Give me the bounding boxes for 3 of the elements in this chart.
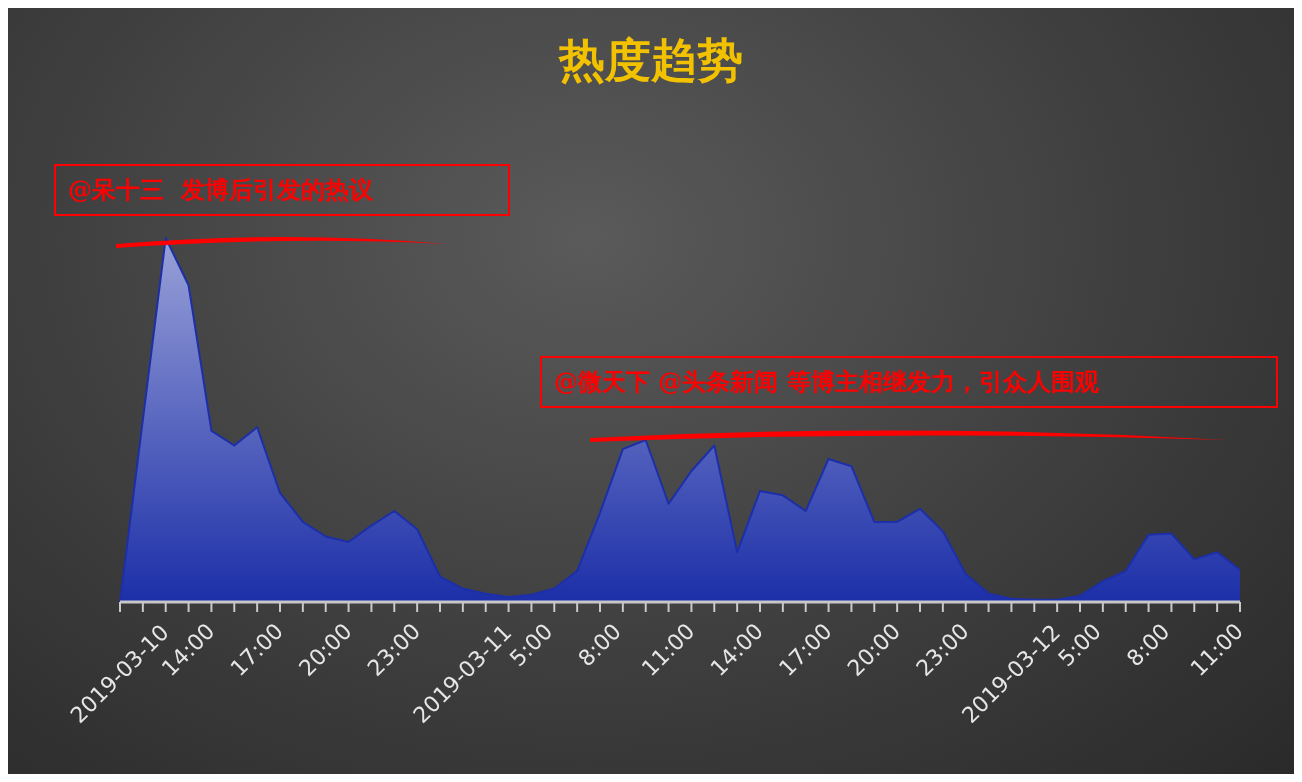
text: @呆十三 发博后引发的热议 (54, 164, 510, 216)
annotation: @微天下 @头条新闻 等博主相继发力，引众人围观 (540, 356, 1278, 408)
chart-title: 热度趋势 (557, 32, 744, 89)
